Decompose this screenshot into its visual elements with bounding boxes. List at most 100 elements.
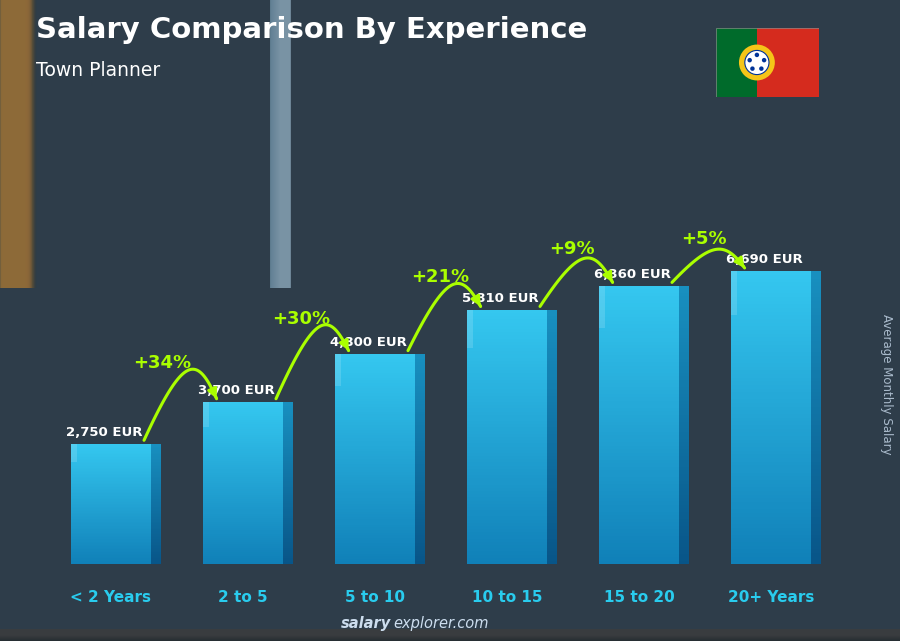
Bar xyxy=(467,472,546,475)
Bar xyxy=(283,503,293,505)
Bar xyxy=(811,542,821,545)
Bar xyxy=(679,498,689,501)
Bar xyxy=(599,300,679,303)
Bar xyxy=(679,345,689,349)
Bar xyxy=(283,508,293,510)
Bar xyxy=(276,0,287,288)
Bar xyxy=(283,463,293,465)
Bar xyxy=(0,631,900,637)
Bar xyxy=(203,485,283,487)
Bar xyxy=(283,437,293,438)
Bar xyxy=(467,475,546,478)
Bar xyxy=(467,545,546,548)
Text: explorer.com: explorer.com xyxy=(393,617,489,631)
Bar xyxy=(467,342,546,345)
Bar xyxy=(467,361,546,364)
Bar xyxy=(203,546,283,548)
Bar xyxy=(336,438,415,441)
Bar xyxy=(599,508,679,512)
Bar xyxy=(203,469,283,471)
Bar xyxy=(336,383,415,386)
Bar xyxy=(732,304,811,308)
Bar xyxy=(336,554,415,556)
Bar xyxy=(336,467,415,470)
Bar xyxy=(599,408,679,411)
Bar xyxy=(679,293,689,296)
Bar xyxy=(283,487,293,489)
Bar xyxy=(283,433,293,435)
Bar xyxy=(811,509,821,513)
Bar xyxy=(467,520,546,523)
Text: 6,690 EUR: 6,690 EUR xyxy=(726,253,803,266)
Bar xyxy=(811,476,821,480)
Bar xyxy=(203,554,283,556)
Bar xyxy=(546,316,557,319)
Bar xyxy=(811,363,821,367)
Bar xyxy=(415,480,425,483)
Bar xyxy=(3,0,25,288)
Bar xyxy=(467,538,546,542)
Bar xyxy=(283,562,293,564)
Bar xyxy=(732,495,811,498)
Bar xyxy=(203,419,283,420)
Bar xyxy=(0,634,900,640)
Bar xyxy=(679,561,689,564)
Bar xyxy=(679,376,689,379)
Bar xyxy=(811,451,821,454)
Bar xyxy=(71,494,150,495)
Bar xyxy=(679,404,689,408)
Bar xyxy=(71,456,150,457)
Bar xyxy=(546,478,557,481)
Bar xyxy=(0,629,900,635)
Bar xyxy=(150,556,161,558)
Bar xyxy=(150,540,161,542)
Bar xyxy=(467,507,546,510)
Bar xyxy=(283,497,293,499)
Bar xyxy=(203,542,283,544)
Bar xyxy=(679,442,689,446)
Bar xyxy=(732,410,811,414)
Bar xyxy=(679,439,689,442)
Bar xyxy=(71,471,150,472)
Bar xyxy=(283,422,293,424)
Bar xyxy=(71,531,150,533)
Bar xyxy=(203,437,283,438)
Bar xyxy=(732,421,811,425)
Bar xyxy=(415,551,425,554)
Bar xyxy=(203,403,209,426)
Bar xyxy=(150,469,161,471)
Bar xyxy=(336,451,415,454)
Bar xyxy=(203,453,283,455)
Bar xyxy=(150,451,161,453)
Bar xyxy=(71,486,150,487)
Bar xyxy=(150,510,161,512)
Bar xyxy=(278,0,289,288)
Bar xyxy=(811,337,821,341)
Bar xyxy=(71,463,150,465)
Bar xyxy=(150,534,161,535)
Bar xyxy=(599,442,679,446)
Bar xyxy=(203,429,283,431)
Bar xyxy=(546,485,557,488)
Bar xyxy=(467,523,546,526)
Bar xyxy=(203,529,283,532)
Bar xyxy=(203,424,283,426)
Bar xyxy=(732,444,811,447)
Bar xyxy=(14,0,37,288)
Bar xyxy=(0,633,900,638)
Bar xyxy=(150,538,161,540)
Bar xyxy=(0,634,900,640)
Bar xyxy=(679,484,689,488)
Bar xyxy=(336,404,415,406)
Bar xyxy=(71,459,150,460)
Bar xyxy=(203,487,283,489)
Bar xyxy=(150,525,161,526)
Bar xyxy=(467,529,546,532)
Bar xyxy=(150,467,161,468)
Bar xyxy=(0,633,900,638)
Bar xyxy=(283,505,293,508)
Bar xyxy=(150,459,161,460)
Bar xyxy=(71,515,150,516)
Bar xyxy=(415,483,425,485)
Bar xyxy=(203,481,283,483)
